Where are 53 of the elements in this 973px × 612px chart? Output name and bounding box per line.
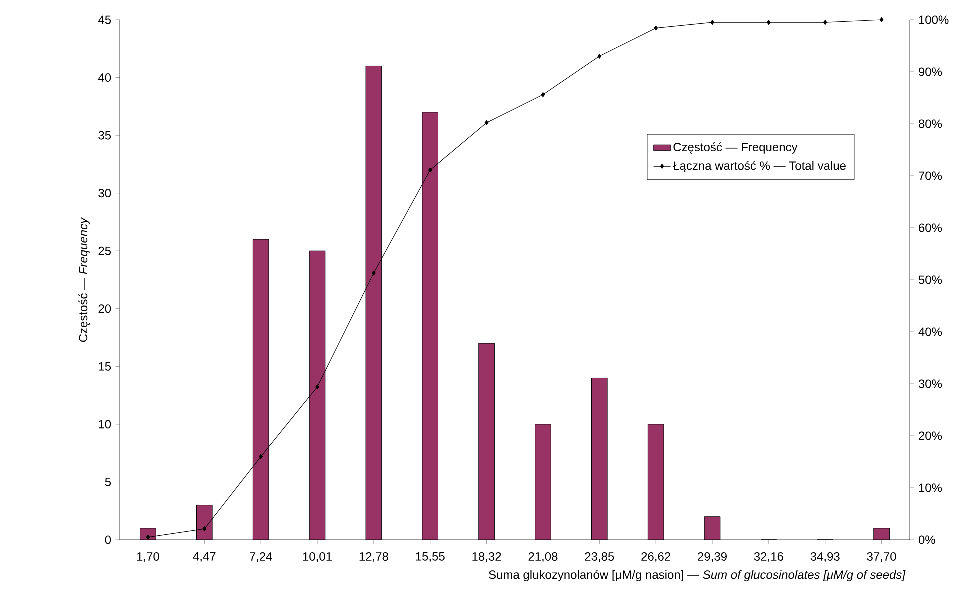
y-tick-label: 10 xyxy=(99,420,112,429)
y-tick-label: 15 xyxy=(99,362,112,371)
point xyxy=(372,270,376,276)
y-tick-label: 5 xyxy=(105,478,112,486)
point xyxy=(598,54,602,59)
point xyxy=(823,20,828,26)
y2-tick-label: 50% xyxy=(918,276,942,284)
y2-tick-label: 70% xyxy=(919,172,942,180)
x-tick-label: 32,16 xyxy=(754,552,784,562)
y2-tick-label: 100% xyxy=(919,16,949,24)
point xyxy=(541,92,546,98)
y-tick-label: 0 xyxy=(105,536,112,544)
point xyxy=(428,168,432,173)
point xyxy=(202,526,207,532)
y2-tick-label: 10% xyxy=(919,484,942,492)
point xyxy=(259,454,264,460)
x-tick-label: 23,85 xyxy=(585,552,614,562)
y2-tick-label: 60% xyxy=(919,224,942,232)
legend-label: Częstość — Frequency xyxy=(674,142,798,154)
y-tick-label: 45 xyxy=(98,16,112,24)
y2-tick-label: 30% xyxy=(918,380,942,388)
point xyxy=(766,20,771,26)
x-tick-label: 1,70 xyxy=(137,552,160,562)
point xyxy=(880,18,884,22)
x-tick-label: 29,39 xyxy=(698,552,727,562)
point xyxy=(146,534,150,540)
x-tick-label: 12,78 xyxy=(360,552,388,562)
x-tick-label: 15,55 xyxy=(416,552,445,562)
x-tick-label: 37,70 xyxy=(867,552,896,562)
y-tick-label: 35 xyxy=(98,131,112,140)
x-tick-label: 21,08 xyxy=(528,552,558,562)
y2-tick-label: 0% xyxy=(918,536,936,544)
x-tick-label: 10,01 xyxy=(303,552,332,562)
x-tick-label: 4,47 xyxy=(193,552,216,562)
y2-tick-label: 80% xyxy=(918,120,942,128)
point xyxy=(484,120,489,126)
y-tick-label: 40 xyxy=(98,74,112,82)
point xyxy=(316,384,320,390)
y-axis-title: Częstość — Frequency xyxy=(78,217,90,342)
y-tick-label: 30 xyxy=(98,189,112,198)
point xyxy=(710,20,714,26)
y2-tick-label: 90% xyxy=(919,68,942,76)
legend-label: Łączna wartość % — Total value xyxy=(673,161,846,173)
x-tick-label: 18,32 xyxy=(472,552,502,562)
x-axis-title: Suma glukozynolanów [μM/g nasion] — Sum of glucosinolates [μM/g of seeds] xyxy=(489,570,906,582)
y-tick-label: 20 xyxy=(98,304,112,314)
y2-tick-label: 20% xyxy=(919,432,942,440)
y-tick-label: 25 xyxy=(98,246,112,256)
y2-tick-label: 40% xyxy=(918,328,942,336)
x-tick-label: 26,62 xyxy=(642,552,670,562)
x-tick-label: 34,93 xyxy=(810,552,840,562)
point xyxy=(654,26,658,31)
x-tick-label: 7,24 xyxy=(250,552,272,562)
